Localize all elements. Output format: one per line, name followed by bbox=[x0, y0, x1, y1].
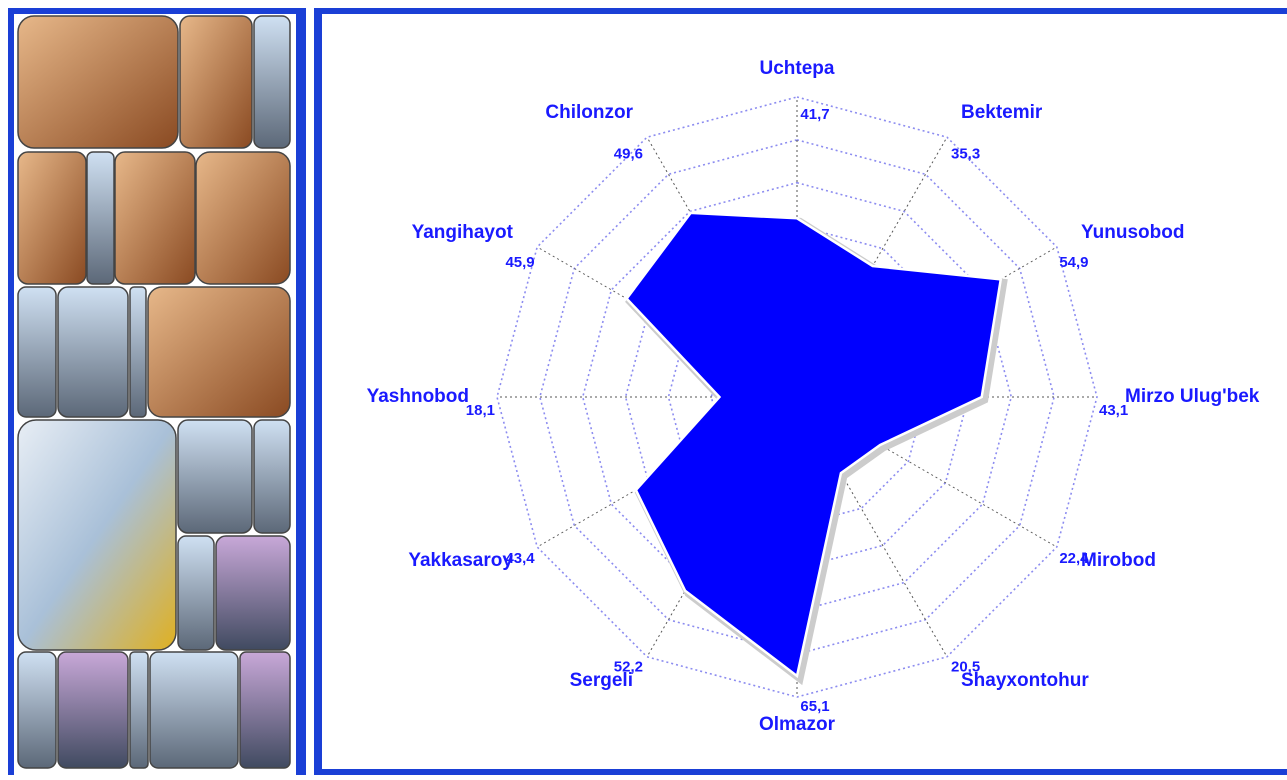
category-label: Yakkasaroy bbox=[408, 550, 513, 571]
value-label: 41,7 bbox=[800, 106, 829, 123]
category-label: Bektemir bbox=[961, 102, 1043, 123]
area bbox=[625, 211, 1003, 679]
value-label: 45,9 bbox=[505, 254, 534, 271]
value-label: 43,4 bbox=[505, 550, 535, 567]
category-label: Mirzo Ulug'bek bbox=[1125, 386, 1260, 407]
category-label: Yunusobod bbox=[1081, 222, 1184, 243]
value-label: 52,2 bbox=[614, 658, 643, 675]
value-label: 43,1 bbox=[1099, 402, 1128, 419]
category-label: Shayxontohur bbox=[961, 670, 1089, 691]
grid-ring bbox=[496, 96, 1098, 698]
photo-collage bbox=[17, 15, 291, 769]
category-label: Mirobod bbox=[1081, 550, 1156, 571]
category-label: Yashnobod bbox=[367, 386, 469, 407]
radar-chart: Uchtepa 41,7 Bektemir 35,3 Yunusobod 54,9 Mirz… bbox=[367, 58, 1260, 735]
grid-ring bbox=[539, 139, 1055, 655]
category-label: Chilonzor bbox=[545, 102, 633, 123]
category-label: Sergeli bbox=[570, 670, 633, 691]
value-label: 35,3 bbox=[951, 146, 980, 163]
value-label: 22,4 bbox=[1059, 550, 1089, 567]
category-label: Uchtepa bbox=[760, 58, 835, 79]
value-label: 49,6 bbox=[614, 146, 643, 163]
category-label: Olmazor bbox=[759, 714, 836, 735]
category-label: Yangihayot bbox=[412, 222, 514, 243]
value-label: 54,9 bbox=[1059, 254, 1088, 271]
value-label: 65,1 bbox=[800, 698, 829, 715]
value-label: 18,1 bbox=[466, 402, 495, 419]
value-label: 20,5 bbox=[951, 658, 980, 675]
